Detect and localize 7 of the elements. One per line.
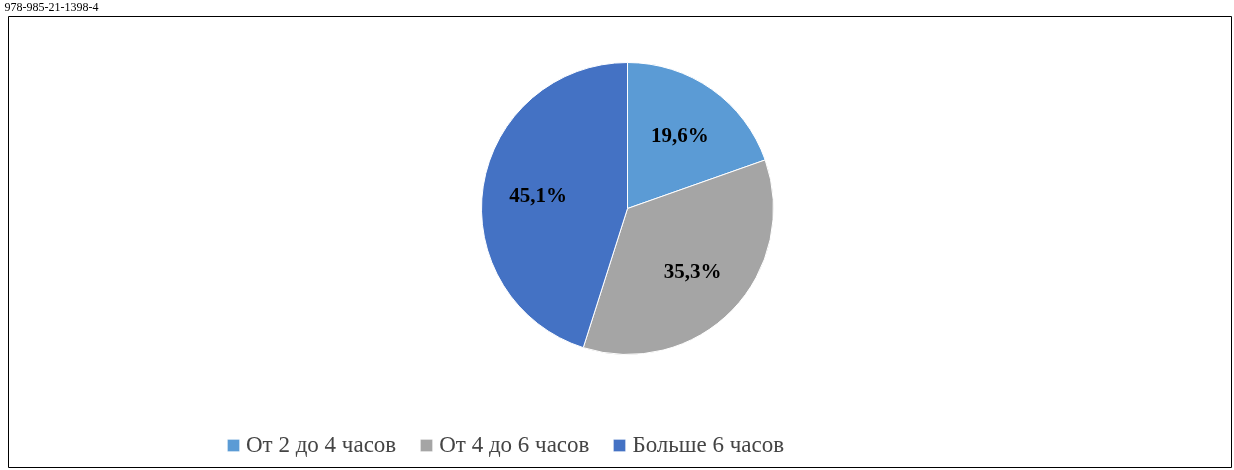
data-label: 35,3%: [663, 259, 722, 284]
legend-label: От 4 до 6 часов: [439, 432, 590, 458]
data-label: 19,6%: [650, 122, 709, 147]
data-label: 45,1%: [509, 182, 567, 207]
legend-label: Больше 6 часов: [632, 432, 785, 458]
text: 978-985-21-1398-4: [4, 0, 99, 14]
legend-label: От 2 до 4 часов: [246, 432, 397, 458]
